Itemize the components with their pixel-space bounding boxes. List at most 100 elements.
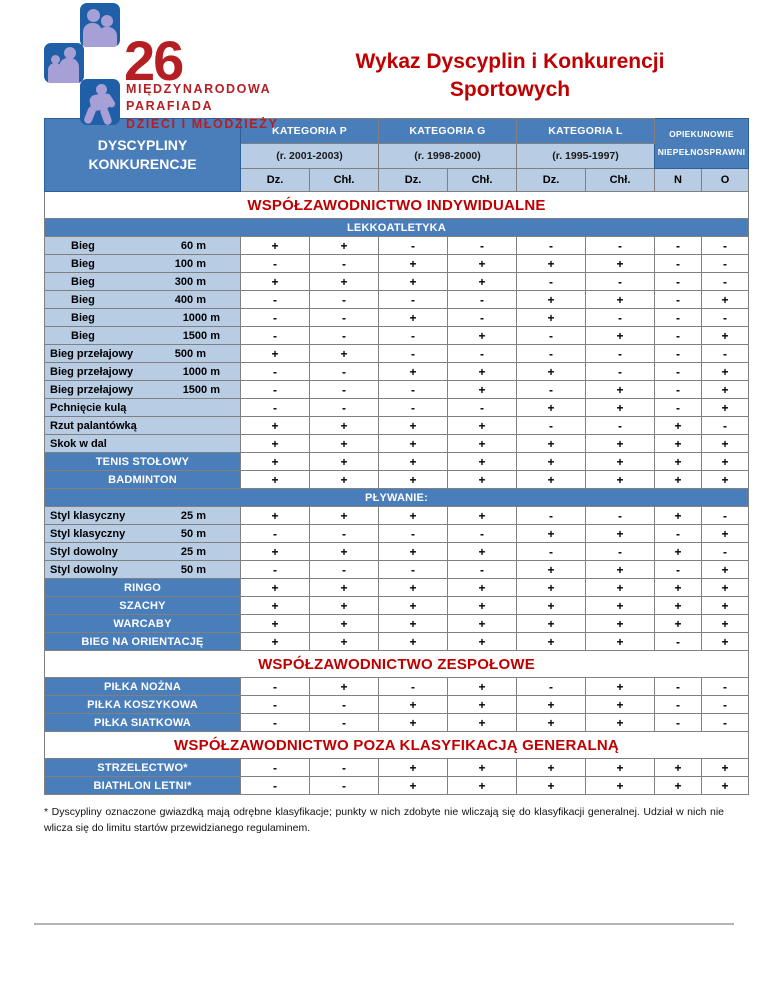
event-s0-g0-r6-value-5: - [585, 344, 655, 363]
discipline-s0-g6-value-5: + [585, 614, 655, 633]
event-distance-s0-g0-r6: 500 m [174, 347, 206, 360]
parafiada-logo: 26 MIĘDZYNARODOWA PARAFIADA DZIECI I MŁO… [44, 2, 294, 131]
event-s0-g0-r7-value-2: + [378, 362, 448, 381]
discipline-label-s0-g4: RINGO [44, 578, 241, 597]
discipline-s0-g1-value-1: + [309, 452, 379, 471]
table-row: Bieg 300 m + + + + - - - - [44, 272, 749, 291]
footnote: * Dyscypliny oznaczone gwiazdką mają odr… [44, 806, 724, 835]
event-s0-g0-r9-value-5: + [585, 398, 655, 417]
table-row: Skok w dal + + + + + + + + [44, 434, 749, 453]
event-s0-g0-r6-value-2: - [378, 344, 448, 363]
table-row: Bieg przełajowy 1500 m - - - + - + - + [44, 380, 749, 399]
event-s0-g0-r7-value-6: - [654, 362, 702, 381]
event-s0-g3-r3-value-3: - [447, 560, 517, 579]
event-s0-g0-r1-value-4: + [516, 254, 586, 273]
discipline-s1-g0-value-4: - [516, 677, 586, 696]
section-banner-row-1: WSPÓŁZAWODNICTWO ZESPOŁOWE [44, 650, 749, 678]
event-label-s0-g0-r11: Skok w dal [44, 434, 241, 453]
logo-square-top-icon [80, 2, 120, 47]
table-row: Styl klasyczny 50 m - - - - + + - + [44, 524, 749, 543]
discipline-label-s0-g7: BIEG NA ORIENTACJĘ [44, 632, 241, 651]
discipline-s0-g2-value-0: + [240, 470, 310, 489]
event-distance-s0-g3-r3: 50 m [180, 563, 206, 576]
event-s0-g0-r2-value-0: + [240, 272, 310, 291]
event-name-s0-g3-r0: Styl klasyczny [50, 509, 126, 522]
category-sub-1-0: Dz. [378, 168, 448, 192]
discipline-row-s0-g6: WARCABY + + + + + + + + [44, 614, 749, 633]
event-s0-g0-r5-value-2: - [378, 326, 448, 345]
discipline-s2-g0-value-0: - [240, 758, 310, 777]
discipline-s1-g2-value-5: + [585, 713, 655, 732]
discipline-s0-g1-value-7: + [701, 452, 749, 471]
event-s0-g3-r3-value-7: + [701, 560, 749, 579]
event-s0-g0-r10-value-6: + [654, 416, 702, 435]
event-s0-g0-r3-value-3: - [447, 290, 517, 309]
discipline-s1-g1-value-0: - [240, 695, 310, 714]
discipline-s2-g1-value-3: + [447, 776, 517, 795]
event-s0-g3-r3-value-5: + [585, 560, 655, 579]
discipline-s1-g2-value-2: + [378, 713, 448, 732]
discipline-s2-g1-value-2: + [378, 776, 448, 795]
discipline-row-s2-g1: BIATHLON LETNI* - - + + + + + + [44, 776, 749, 795]
event-s0-g0-r3-value-7: + [701, 290, 749, 309]
discipline-label-s0-g5: SZACHY [44, 596, 241, 615]
logo-edition-number: 26 [124, 28, 184, 92]
event-distance-s0-g0-r5: 1500 m [182, 329, 220, 342]
event-s0-g3-r2-value-5: - [585, 542, 655, 561]
event-s0-g3-r1-value-4: + [516, 524, 586, 543]
category-header-1: KATEGORIA G [378, 118, 517, 144]
discipline-s2-g1-value-4: + [516, 776, 586, 795]
discipline-label-s2-g1: BIATHLON LETNI* [44, 776, 241, 795]
event-s0-g0-r1-value-6: - [654, 254, 702, 273]
disciplines-table: DYSCYPLINY KONKURENCJE KATEGORIA P KATEGORI… [44, 118, 749, 795]
discipline-s1-g0-value-5: + [585, 677, 655, 696]
discipline-s1-g0-value-0: - [240, 677, 310, 696]
event-label-s0-g0-r8: Bieg przełajowy 1500 m [44, 380, 241, 399]
event-s0-g0-r6-value-7: - [701, 344, 749, 363]
event-s0-g0-r4-value-2: + [378, 308, 448, 327]
event-s0-g0-r9-value-4: + [516, 398, 586, 417]
logo-word-line-1: MIĘDZYNARODOWA [126, 81, 272, 96]
category-sub-0-0: Dz. [240, 168, 310, 192]
discipline-s1-g0-value-3: + [447, 677, 517, 696]
discipline-s1-g1-value-1: - [309, 695, 379, 714]
event-s0-g0-r4-value-1: - [309, 308, 379, 327]
event-s0-g3-r2-value-2: + [378, 542, 448, 561]
event-label-s0-g0-r10: Rzut palantówką [44, 416, 241, 435]
category-sub-0-1: Chł. [309, 168, 379, 192]
event-s0-g3-r2-value-6: + [654, 542, 702, 561]
event-s0-g0-r2-value-2: + [378, 272, 448, 291]
discipline-row-s1-g0: PIŁKA NOŻNA - + - + - + - - [44, 677, 749, 696]
event-s0-g3-r0-value-2: + [378, 506, 448, 525]
discipline-s0-g2-value-6: + [654, 470, 702, 489]
logo-mark-icon [44, 2, 136, 125]
discipline-s0-g6-value-0: + [240, 614, 310, 633]
event-s0-g3-r2-value-7: - [701, 542, 749, 561]
discipline-s1-g1-value-4: + [516, 695, 586, 714]
discipline-s0-g5-value-7: + [701, 596, 749, 615]
logo-square-left-icon [44, 42, 84, 83]
event-label-s0-g0-r4: Bieg 1000 m [44, 308, 241, 327]
discipline-row-s0-g1: TENIS STOŁOWY + + + + + + + + [44, 452, 749, 471]
event-name-s0-g0-r7: Bieg przełajowy [50, 365, 134, 378]
event-s0-g0-r8-value-5: + [585, 380, 655, 399]
event-s0-g0-r9-value-2: - [378, 398, 448, 417]
discipline-s1-g2-value-6: - [654, 713, 702, 732]
discipline-label-s0-g6: WARCABY [44, 614, 241, 633]
category-years-1: (r. 1998-2000) [378, 143, 517, 169]
event-s0-g0-r11-value-6: + [654, 434, 702, 453]
discipline-s1-g1-value-5: + [585, 695, 655, 714]
discipline-s0-g7-value-5: + [585, 632, 655, 651]
event-s0-g0-r0-value-5: - [585, 236, 655, 255]
discipline-s1-g1-value-2: + [378, 695, 448, 714]
event-s0-g0-r10-value-4: - [516, 416, 586, 435]
event-s0-g3-r1-value-7: + [701, 524, 749, 543]
event-s0-g3-r3-value-6: - [654, 560, 702, 579]
discipline-s0-g4-value-6: + [654, 578, 702, 597]
event-label-s0-g3-r1: Styl klasyczny 50 m [44, 524, 241, 543]
event-s0-g0-r3-value-0: - [240, 290, 310, 309]
category-sub-2-0: Dz. [516, 168, 586, 192]
event-s0-g0-r0-value-1: + [309, 236, 379, 255]
event-s0-g0-r11-value-7: + [701, 434, 749, 453]
discipline-s0-g1-value-6: + [654, 452, 702, 471]
